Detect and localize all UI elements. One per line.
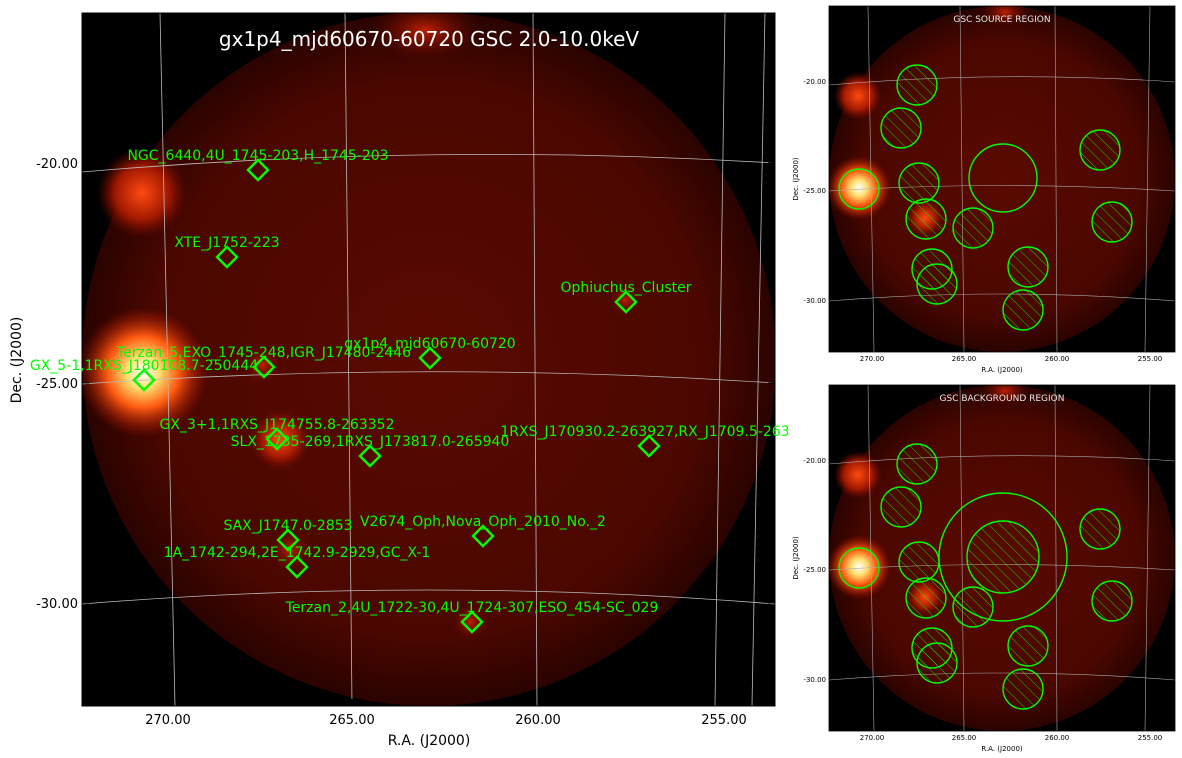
source-gx5-1-region — [838, 168, 880, 210]
background-ytick-25: -25.00 — [803, 566, 826, 574]
label-sax-j1747: SAX_J1747.0-2853 — [223, 518, 352, 534]
main-xtick-270: 270.00 — [145, 713, 191, 728]
source-panel-frame — [828, 5, 1176, 353]
source-grid — [829, 6, 1175, 352]
background-panel-title: GSC BACKGROUND REGION — [940, 394, 1065, 404]
source-ngc6440-glow — [834, 72, 882, 120]
main-ytick-30: -30.00 — [36, 597, 78, 612]
label-slx1735: SLX_1735-269,1RXS_J173817.0-265940 — [231, 434, 510, 450]
marker-gx1p4 — [418, 346, 442, 370]
source-panel-title: GSC SOURCE REGION — [953, 15, 1050, 25]
source-ytick-20: -20.00 — [803, 78, 826, 86]
background-ylabel: Dec. (J2000) — [792, 536, 800, 580]
background-gx5-1-region — [838, 547, 880, 589]
label-terzan5: Terzan_5,EXO_1745-248,IGR_J17480-2446 — [116, 345, 411, 361]
background-xtick-260: 260.00 — [1045, 734, 1070, 742]
background-ngc6440-glow — [834, 451, 882, 499]
marker-xte-j1752 — [215, 245, 239, 269]
marker-ngc6440 — [246, 158, 270, 182]
main-ytick-25: -25.00 — [36, 377, 78, 392]
background-panel-content — [829, 385, 1175, 731]
label-gx3-1: GX_3+1,1RXS_J174755.8-263352 — [160, 417, 395, 433]
marker-terzan2 — [460, 610, 484, 634]
top-edge-glow — [370, 13, 480, 60]
source-gx5-1-glow — [829, 156, 891, 220]
background-xtick-255: 255.00 — [1138, 734, 1163, 742]
marker-ophiuchus — [614, 290, 638, 314]
background-panel-frame — [828, 384, 1176, 732]
background-top-glow — [980, 385, 1030, 405]
background-exclusion-regions — [880, 443, 1133, 710]
background-xlabel: R.A. (J2000) — [981, 745, 1023, 753]
label-gc-x1: 1A_1742-294,2E_1742.9-2929,GC_X-1 — [164, 545, 431, 561]
label-terzan2: Terzan_2,4U_1722-30,4U_1724-307,ESO_454-… — [285, 600, 659, 616]
label-1rxs-j1709: 1RXS_J170930.2-263927,RX_J1709.5-263 — [500, 424, 789, 440]
background-ytick-30: -30.00 — [803, 676, 826, 684]
background-annulus-outer — [938, 492, 1068, 622]
terzan2-glow — [452, 604, 488, 640]
source-markers — [132, 158, 661, 634]
ophiuchus-glow — [609, 284, 641, 316]
main-xtick-260: 260.00 — [515, 713, 561, 728]
main-ytick-20: -20.00 — [36, 157, 78, 172]
background-grid — [829, 385, 1175, 731]
main-image-content — [82, 13, 775, 706]
main-image-panel: gx1p4_mjd60670-60720 GSC 2.0-10.0keV 270… — [9, 12, 790, 749]
background-region-panel: GSC BACKGROUND REGION 270.00 265.00 260.… — [792, 384, 1176, 753]
gx3-1-glow — [250, 410, 310, 470]
marker-gx3-1 — [265, 427, 289, 451]
source-panel-content — [829, 6, 1175, 352]
marker-1rxs-j1709 — [637, 434, 661, 458]
source-labels: NGC_6440,4U_1745-203,H_1745-203 XTE_J175… — [30, 148, 790, 616]
label-v2674-oph: V2674_Oph,Nova_Oph_2010_No._2 — [360, 514, 606, 530]
background-xtick-265: 265.00 — [952, 734, 977, 742]
main-xlabel: R.A. (J2000) — [388, 733, 471, 749]
marker-terzan5 — [252, 355, 276, 379]
label-xte-j1752: XTE_J1752-223 — [174, 235, 279, 251]
background-xtick-270: 270.00 — [860, 734, 885, 742]
main-xtick-265: 265.00 — [329, 713, 375, 728]
source-xtick-270: 270.00 — [860, 355, 885, 363]
marker-gc-x1 — [285, 555, 309, 579]
main-coordinate-grid — [82, 13, 775, 706]
source-ylabel: Dec. (J2000) — [792, 157, 800, 201]
main-title: gx1p4_mjd60670-60720 GSC 2.0-10.0keV — [219, 27, 639, 51]
marker-v2674-oph — [471, 524, 495, 548]
main-ylabel: Dec. (J2000) — [9, 317, 25, 404]
label-gx1p4: gx1p4_mjd60670-60720 — [344, 336, 515, 352]
source-xtick-265: 265.00 — [952, 355, 977, 363]
source-xtick-260: 260.00 — [1045, 355, 1070, 363]
label-ophiuchus: Ophiuchus_Cluster — [561, 280, 692, 296]
source-extraction-region — [968, 143, 1038, 213]
main-frame — [81, 12, 776, 707]
source-exclusion-regions — [880, 64, 1133, 331]
source-xlabel: R.A. (J2000) — [981, 366, 1023, 374]
main-xtick-255: 255.00 — [701, 713, 747, 728]
source-top-glow — [980, 6, 1030, 26]
field-of-view-disc — [82, 13, 775, 706]
main-ticks — [82, 13, 775, 706]
source-ytick-25: -25.00 — [803, 187, 826, 195]
label-ngc6440: NGC_6440,4U_1745-203,H_1745-203 — [127, 148, 388, 164]
marker-sax-j1747 — [276, 528, 300, 552]
marker-gx5-1 — [132, 368, 156, 392]
background-ytick-20: -20.00 — [803, 457, 826, 465]
source-ytick-30: -30.00 — [803, 297, 826, 305]
source-region-panel: GSC SOURCE REGION 270.00 265.00 260.00 2… — [792, 5, 1176, 374]
label-gx5-1: GX_5-1,1RXS_J180108.7-250444 — [30, 358, 258, 374]
marker-slx1735 — [358, 444, 382, 468]
source-xtick-255: 255.00 — [1138, 355, 1163, 363]
background-gx5-1-glow — [829, 535, 891, 599]
